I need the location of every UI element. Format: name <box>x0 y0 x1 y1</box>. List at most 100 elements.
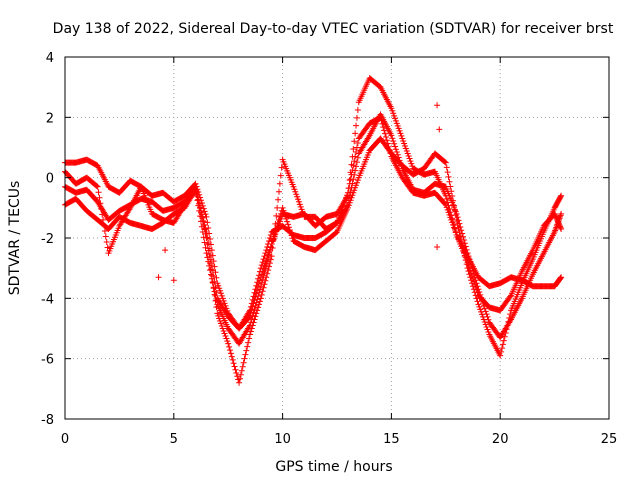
data-point <box>450 224 457 231</box>
data-point <box>291 186 298 193</box>
data-point <box>408 160 415 167</box>
data-point <box>555 219 562 226</box>
data-point <box>233 369 240 376</box>
data-point <box>227 347 234 354</box>
data-point <box>266 248 273 255</box>
data-point <box>338 207 345 214</box>
data-point <box>225 340 232 347</box>
data-point <box>260 272 267 279</box>
outlier-point <box>434 244 441 251</box>
data-point <box>443 204 450 211</box>
data-point <box>377 114 384 121</box>
data-point <box>204 234 211 241</box>
data-point <box>241 355 248 362</box>
data-point <box>261 253 268 260</box>
data-point <box>261 269 268 276</box>
data-point <box>252 302 259 309</box>
data-point <box>480 316 487 323</box>
data-point <box>392 143 399 150</box>
data-point <box>451 207 458 214</box>
data-point <box>387 150 394 157</box>
data-point <box>442 159 449 166</box>
data-point <box>481 305 488 312</box>
data-point <box>253 310 260 317</box>
data-point <box>404 150 411 157</box>
data-point <box>295 196 302 203</box>
data-point <box>198 211 205 218</box>
data-point <box>246 307 253 314</box>
data-point <box>207 267 214 274</box>
data-point <box>290 183 297 190</box>
data-point <box>409 163 416 170</box>
data-point <box>392 117 399 124</box>
data-point <box>218 322 225 329</box>
data-point <box>96 194 103 201</box>
data-point <box>99 211 106 218</box>
data-point <box>348 194 355 201</box>
data-point <box>275 216 282 223</box>
data-point <box>391 140 398 147</box>
data-point <box>197 204 204 211</box>
data-point <box>453 216 460 223</box>
data-point <box>295 198 302 205</box>
data-point <box>394 122 401 129</box>
data-point <box>252 286 259 293</box>
data-point <box>333 220 340 227</box>
axis-ticks <box>64 56 610 420</box>
data-point <box>350 146 357 153</box>
data-point <box>202 225 209 232</box>
data-point <box>247 303 254 310</box>
data-point <box>206 262 213 269</box>
data-point <box>226 343 233 350</box>
x-tick-label: 10 <box>274 432 291 447</box>
data-point <box>384 140 391 147</box>
data-point <box>95 189 102 196</box>
data-point <box>452 212 459 219</box>
y-tick-label: 2 <box>46 111 54 126</box>
data-point <box>390 110 397 117</box>
data-point <box>251 289 258 296</box>
outlier-point <box>162 247 169 254</box>
data-point <box>335 214 342 221</box>
data-point <box>196 200 203 207</box>
data-point <box>202 244 209 251</box>
data-point <box>195 197 202 204</box>
data-point <box>254 279 261 286</box>
data-point <box>283 215 290 222</box>
data-point <box>275 196 282 203</box>
data-point <box>441 200 448 207</box>
data-point <box>466 256 473 263</box>
data-point <box>203 228 210 235</box>
data-point <box>472 284 479 291</box>
data-point <box>294 193 301 200</box>
data-point <box>205 224 212 231</box>
data-point <box>506 314 513 321</box>
y-tick-label: -4 <box>41 292 54 307</box>
data-point <box>557 224 564 231</box>
data-point <box>382 133 389 140</box>
data-point <box>467 267 474 274</box>
data-point <box>352 184 359 191</box>
data-point <box>203 235 210 241</box>
data-point <box>443 196 450 203</box>
data-point <box>220 328 227 335</box>
data-point <box>299 208 306 215</box>
data-point <box>401 140 408 147</box>
data-point <box>227 350 234 357</box>
data-point <box>386 147 393 154</box>
data-point <box>442 201 449 208</box>
data-point <box>262 265 269 272</box>
data-point <box>479 311 486 318</box>
data-point <box>553 214 560 221</box>
data-point <box>201 221 208 228</box>
data-point <box>378 117 385 124</box>
data-point <box>239 363 246 370</box>
data-point <box>194 193 201 200</box>
y-axis-title: SDTVAR / TECUs <box>7 181 23 296</box>
data-point <box>296 201 303 208</box>
grid-lines <box>65 57 609 419</box>
data-point <box>258 262 265 269</box>
data-point <box>389 107 396 114</box>
data-point <box>498 348 505 355</box>
data-point <box>485 329 492 336</box>
